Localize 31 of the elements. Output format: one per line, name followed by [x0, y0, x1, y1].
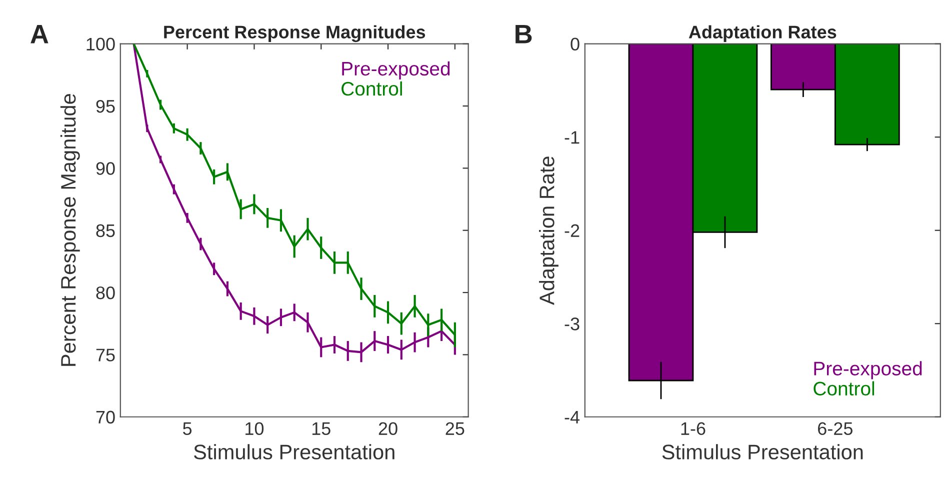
y-tick-label: 70: [96, 410, 115, 424]
x-tick-label: 10: [246, 422, 264, 435]
y-tick-label: -1: [564, 131, 580, 144]
text: Control: [342, 81, 402, 96]
y-tick-label: 90: [96, 162, 115, 175]
x-tick-label: 6-25: [818, 422, 852, 435]
y-axis-title: Adaptation Rate: [539, 156, 558, 306]
chart-title: Adaptation Rates: [688, 25, 836, 42]
text: B: [516, 25, 532, 44]
x-tick-label: 15: [312, 422, 330, 435]
y-tick-label: -4: [564, 410, 580, 424]
text: A: [30, 25, 48, 44]
x-tick-label: 20: [378, 422, 398, 435]
y-tick-label: -2: [564, 224, 580, 237]
y-tick-label: -3: [564, 318, 580, 330]
text: Control: [814, 381, 874, 396]
x-tick-label: 5: [183, 422, 192, 435]
x-axis-title: Stimulus Presentation: [662, 444, 863, 460]
y-tick-label: 80: [96, 286, 115, 300]
y-tick-label: 95: [96, 100, 115, 113]
y-tick-label: 0: [570, 38, 580, 51]
text: Pre-exposed: [814, 361, 922, 380]
chart-title: Percent Response Magnitudes: [164, 25, 426, 42]
x-axis-title: Stimulus Presentation: [194, 444, 394, 460]
text: Pre-exposed: [342, 61, 450, 80]
x-tick-label: 25: [446, 422, 464, 435]
x-tick-label: 1-6: [681, 422, 706, 435]
y-tick-label: 75: [96, 348, 115, 362]
y-tick-label: 100: [86, 38, 115, 51]
y-axis-title: Percent Response Magnitude: [60, 94, 80, 366]
y-tick-label: 85: [96, 224, 115, 238]
